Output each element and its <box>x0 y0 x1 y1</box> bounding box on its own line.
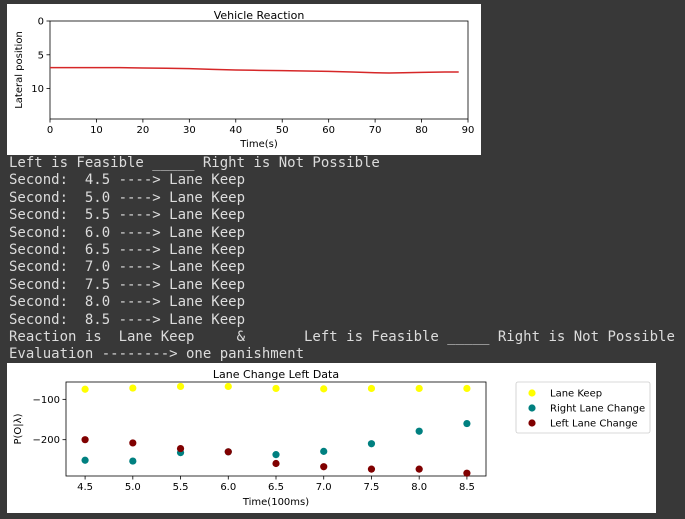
console-line: Reaction is Lane Keep & Left is Feasible… <box>9 328 675 345</box>
y-tick-label: 10 <box>31 84 44 95</box>
y-tick-label: −100 <box>33 395 60 406</box>
x-tick-label: 0 <box>47 125 53 136</box>
x-tick-label: 6.0 <box>220 482 236 493</box>
chart-title: Vehicle Reaction <box>214 9 305 22</box>
data-point-left-lane-change <box>320 463 328 471</box>
data-point-left-lane-change <box>463 469 471 477</box>
legend-marker <box>528 389 536 397</box>
console-line: Left is Feasible _____ Right is Not Poss… <box>9 155 380 171</box>
x-axis-label: Time(s) <box>239 139 278 150</box>
data-point-right-lane-change <box>129 457 137 465</box>
console-line: Second: 8.5 ----> Lane Keep <box>9 311 246 328</box>
x-tick-label: 8.0 <box>411 482 427 493</box>
y-tick-label: −200 <box>33 435 60 446</box>
y-tick-label: 0 <box>38 17 44 28</box>
console-line: Second: 7.0 ----> Lane Keep <box>9 259 246 276</box>
console-line: Second: 6.0 ----> Lane Keep <box>9 224 246 241</box>
legend-box <box>515 381 651 434</box>
plot-frame <box>49 20 469 120</box>
data-point-lane-keep <box>320 385 328 393</box>
vehicle-reaction-figure: Vehicle Reaction 0 10 20 30 40 50 60 70 80 90 0 5 10 T… <box>7 4 481 155</box>
series-line <box>50 66 459 74</box>
x-tick-label: 70 <box>369 125 382 136</box>
data-point-right-lane-change <box>367 440 376 448</box>
x-tick-label: 5.5 <box>173 482 189 493</box>
data-point-right-lane-change <box>320 447 328 455</box>
x-tick-label: 6.5 <box>268 482 284 493</box>
legend-label: Lane Keep <box>550 389 602 400</box>
vehicle-reaction-chart: Vehicle Reaction 0 10 20 30 40 50 60 70 80 90 0 5 10 T… <box>14 9 475 150</box>
data-point-right-lane-change <box>272 451 280 459</box>
x-tick-label: 20 <box>137 125 150 136</box>
data-point-lane-keep <box>176 382 185 391</box>
x-tick-label: 8.5 <box>459 482 475 493</box>
x-tick-label: 30 <box>183 125 196 136</box>
data-point-lane-keep <box>463 384 471 393</box>
legend-marker <box>528 404 536 412</box>
y-axis-label: Lateral position <box>14 31 25 109</box>
y-axis-label: P(O|λ) <box>13 413 24 444</box>
data-point-left-lane-change <box>272 459 280 468</box>
lane-change-figure: Lane Change Left Data 4.5 5.0 5.5 6.0 6.5 7.0 7… <box>7 363 656 513</box>
console-line: Second: 8.0 ----> Lane Keep <box>9 294 246 311</box>
x-axis-label: Time(100ms) <box>242 497 309 508</box>
data-point-left-lane-change <box>129 439 137 447</box>
data-point-left-lane-change <box>224 448 232 456</box>
console-output: Left is Feasible _____ Right is Not Poss… <box>9 155 685 364</box>
x-tick-label: 7.5 <box>364 482 380 493</box>
data-point-left-lane-change <box>81 436 89 444</box>
x-tick-label: 80 <box>415 125 428 136</box>
data-point-left-lane-change <box>176 444 185 453</box>
data-point-lane-keep <box>272 384 280 393</box>
legend-label: Left Lane Change <box>550 419 638 430</box>
x-tick-label: 50 <box>276 125 289 136</box>
chart-title: Lane Change Left Data <box>213 368 339 381</box>
data-point-left-lane-change <box>367 465 376 473</box>
x-tick-label: 5.0 <box>125 482 141 493</box>
x-tick-label: 90 <box>462 125 475 136</box>
x-tick-label: 10 <box>90 125 103 136</box>
data-point-left-lane-change <box>415 465 423 473</box>
lane-change-chart: Lane Change Left Data 4.5 5.0 5.5 6.0 6.5 7.0 7… <box>13 368 651 508</box>
data-point-lane-keep <box>129 384 137 392</box>
console-line: Second: 6.5 ----> Lane Keep <box>9 241 246 258</box>
console-line: Second: 5.5 ----> Lane Keep <box>9 207 246 224</box>
x-tick-label: 7.0 <box>316 482 332 493</box>
data-point-lane-keep <box>415 384 423 393</box>
data-point-right-lane-change <box>463 419 471 428</box>
legend-label: Right Lane Change <box>550 404 645 415</box>
x-tick-label: 60 <box>322 125 335 136</box>
x-tick-label: 40 <box>229 125 242 136</box>
data-point-lane-keep <box>224 382 232 391</box>
data-point-lane-keep <box>367 384 376 393</box>
console-line: Second: 4.5 ----> Lane Keep <box>9 172 246 189</box>
console-line: Second: 7.5 ----> Lane Keep <box>9 276 246 293</box>
console-line: Second: 5.0 ----> Lane Keep <box>9 189 246 206</box>
y-tick-label: 5 <box>38 50 44 61</box>
data-point-right-lane-change <box>415 427 423 435</box>
data-point-right-lane-change <box>81 456 89 464</box>
legend-marker <box>528 419 536 427</box>
data-point-lane-keep <box>81 385 89 393</box>
x-tick-label: 4.5 <box>77 482 93 493</box>
console-line: Evaluation --------> one panishment <box>9 346 305 363</box>
